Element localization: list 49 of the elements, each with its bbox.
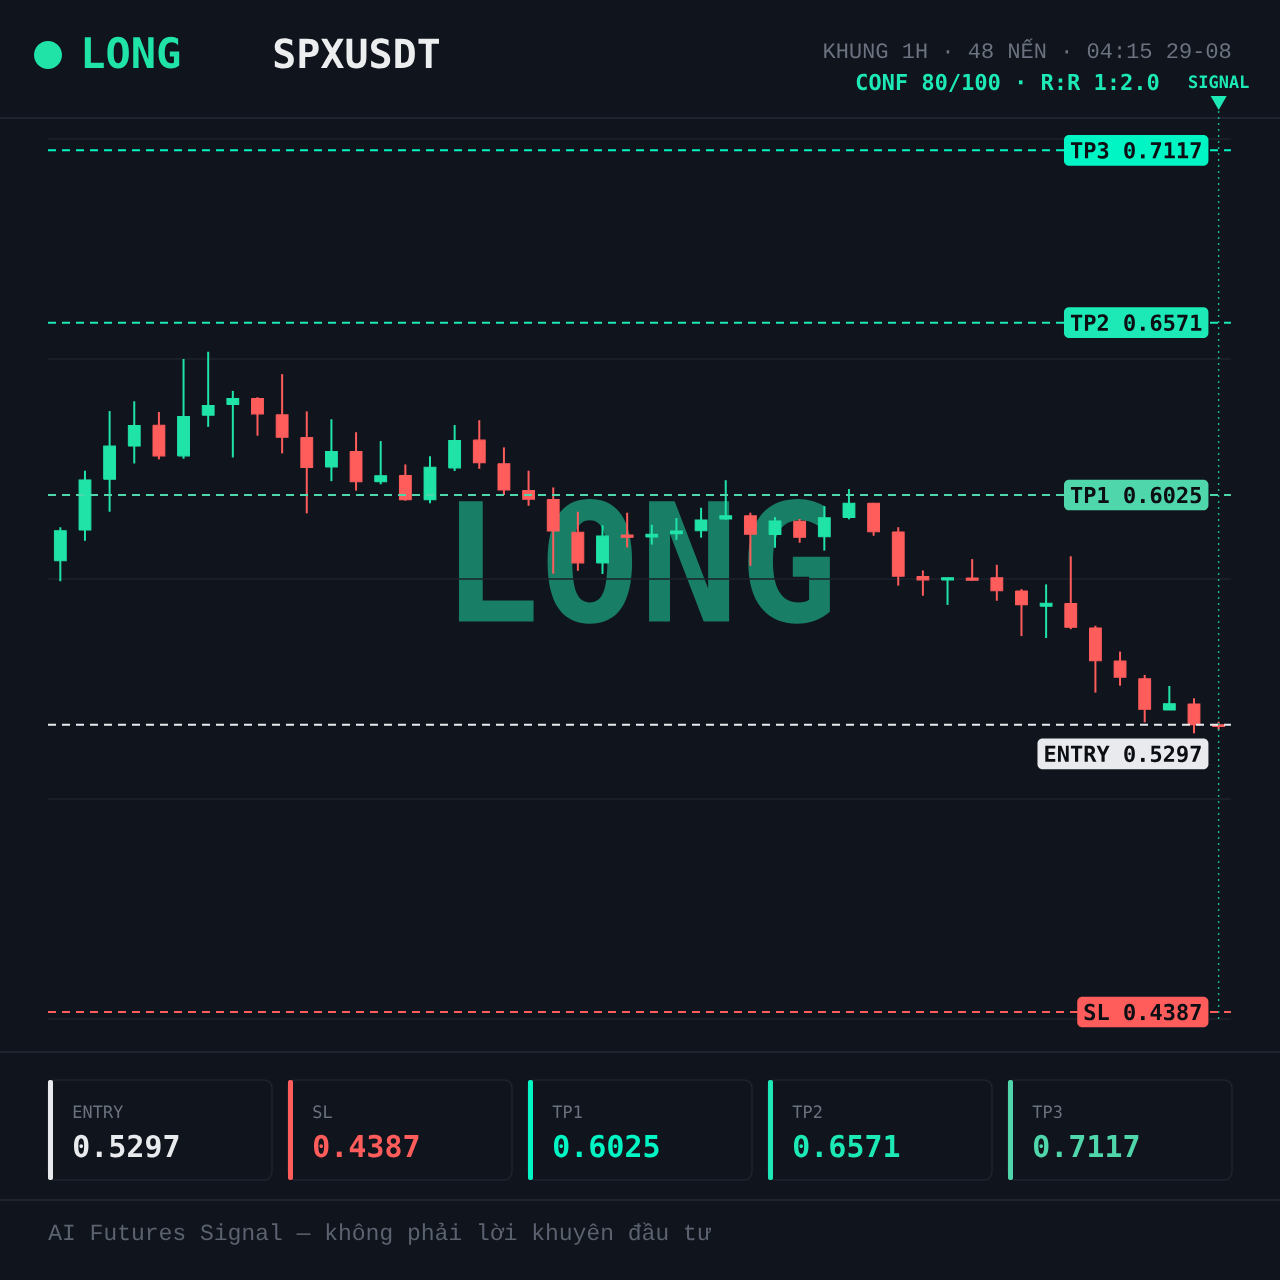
candlestick [1187,697,1201,735]
candlestick [817,505,831,552]
candlestick [1039,583,1053,640]
text: SL [313,1105,332,1119]
candlestick [1064,555,1078,631]
candlestick [472,419,486,470]
candlestick [768,516,782,549]
text: CONF 80/100 · R:R 1:2.0 [856,73,1159,93]
chart-subtitle: KHUNG 1H · 48 NẾN · 04:15 29-08 [824,38,1231,59]
ref-line-label: TP3 0.7117 [1070,142,1201,159]
candlestick [226,389,240,459]
candlestick [916,569,930,597]
ref-line-label: SL 0.4387 [1084,1003,1201,1021]
candlestick [842,488,856,521]
text: 0.5297 [74,1134,179,1158]
candlestick [1162,685,1176,711]
text: 0.6571 [794,1134,900,1158]
candlestick [275,373,289,455]
candlestick [1015,588,1028,638]
ref-line-label: ENTRY 0.5297 [1045,745,1201,763]
text: TP2 [792,1105,822,1118]
chart-title: SPXUSDT [274,38,439,69]
annotation: LONG [458,498,830,624]
candlestick [251,396,264,437]
candlestick [201,350,215,428]
candlestick [990,563,1004,602]
candlestick [374,440,388,486]
candlestick [325,418,338,483]
ref-line-label: TP1 0.6025 [1070,486,1201,504]
candlestick [645,523,659,546]
text: 0.7117 [1034,1134,1139,1158]
text: AI Futures Signal — không phải lời khuyên đầu tư [48,1222,711,1245]
ref-line-label: TP2 0.6571 [1070,314,1202,332]
text: TP1 [552,1105,582,1118]
candlestick [694,506,708,539]
text: 0.4387 [314,1134,419,1158]
text: ENTRY [73,1105,124,1118]
text: SIGNAL [1189,75,1249,89]
candlestick [1113,650,1127,687]
candlestick [793,518,807,544]
candlestick [941,576,954,606]
candlestick [743,511,757,567]
text: 0.6025 [554,1134,659,1158]
text: TP3 [1032,1105,1062,1119]
text: LONG [84,36,180,69]
candlestick [670,517,683,541]
candlestick [620,511,634,549]
candlestick [127,400,141,465]
candlestick [965,558,979,582]
